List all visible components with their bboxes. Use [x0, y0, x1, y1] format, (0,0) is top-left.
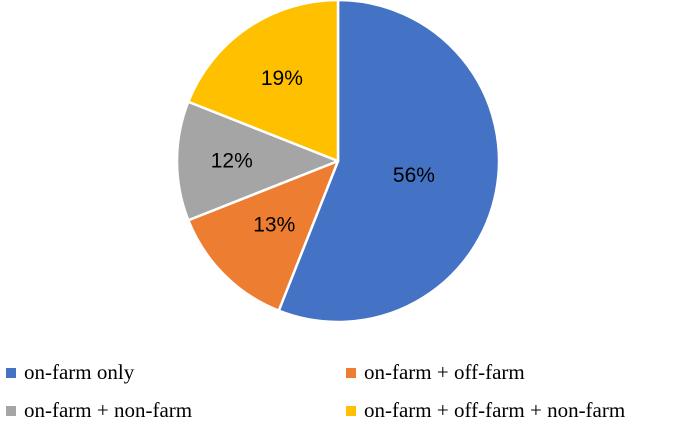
pie-data-label: 13% [253, 213, 295, 236]
legend-swatch-gray [6, 405, 16, 416]
pie-data-label: 12% [211, 150, 253, 173]
legend-label: on-farm + off-farm [364, 360, 525, 384]
legend-label: on-farm + off-farm + non-farm [364, 398, 626, 422]
pie-slice-on-farm-only [277, 0, 501, 324]
legend-item-on-farm-non-farm: on-farm + non-farm [6, 398, 192, 423]
pie-data-label: 56% [393, 164, 435, 187]
legend-swatch-yellow [346, 405, 356, 416]
pie-data-label: 19% [261, 67, 303, 90]
pie-slices [175, 0, 501, 324]
pie-slice-on-farm-non-farm [175, 100, 340, 222]
pie-slice-on-farm-off-farm-non-farm [187, 0, 340, 163]
legend-item-on-farm-off-farm: on-farm + off-farm [346, 360, 525, 385]
legend-label: on-farm only [24, 360, 135, 384]
legend-label: on-farm + non-farm [24, 398, 193, 422]
pie-slice-on-farm-off-farm [187, 159, 340, 312]
legend-swatch-orange [346, 367, 356, 378]
pie-data-labels: 56% 13% 12% 19% [211, 67, 435, 236]
legend-item-on-farm-off-farm-non-farm: on-farm + off-farm + non-farm [346, 398, 625, 423]
legend: on-farm only on-farm + off-farm on-farm … [0, 352, 685, 422]
legend-item-on-farm-only: on-farm only [6, 360, 134, 385]
legend-swatch-blue [6, 367, 16, 378]
